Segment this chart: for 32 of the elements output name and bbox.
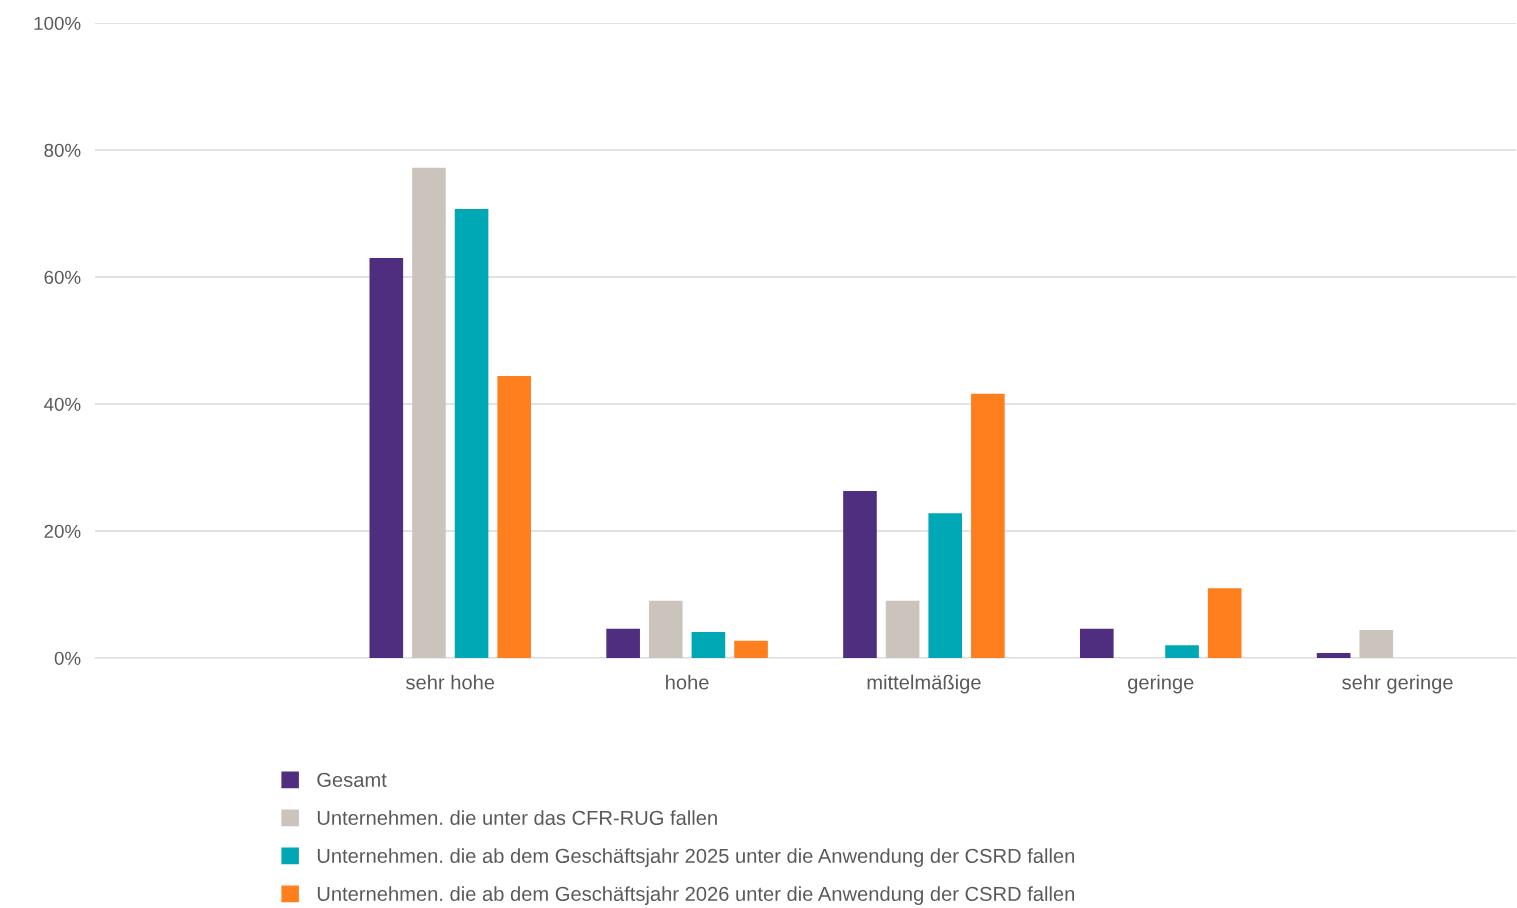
- y-tick-label: 0%: [54, 651, 81, 665]
- y-tick-label: 100%: [34, 16, 81, 30]
- y-tick-label: 60%: [44, 270, 81, 284]
- y-tick-label: 80%: [44, 143, 81, 157]
- bar: [691, 631, 726, 658]
- legend-label: Unternehmen. die ab dem Geschäftsjahr 2025 unter die Anwendung der CSRD fallen: [317, 848, 1075, 867]
- bar: [497, 376, 532, 658]
- bar: [928, 513, 963, 658]
- bar: [454, 209, 489, 658]
- legend-label: Unternehmen. die unter das CFR-RUG fallen: [317, 810, 717, 825]
- bar: [1079, 628, 1114, 658]
- bar: [1359, 630, 1394, 658]
- bar: [1207, 588, 1242, 658]
- bar: [734, 640, 768, 658]
- bar: [1165, 645, 1199, 658]
- legend-label: Gesamt: [317, 772, 387, 787]
- bar: [412, 167, 446, 658]
- x-tick-label: geringe: [1128, 674, 1194, 694]
- bar: [606, 628, 640, 658]
- bar: [885, 600, 920, 658]
- x-tick-label: sehr geringe: [1342, 674, 1453, 694]
- bar: [648, 600, 683, 658]
- x-tick-label: mittelmäßige: [867, 674, 981, 694]
- legend-label: Unternehmen. die ab dem Geschäftsjahr 2026 unter die Anwendung der CSRD fallen: [317, 886, 1075, 905]
- x-tick-label: hohe: [666, 674, 709, 690]
- y-tick-label: 20%: [44, 524, 81, 538]
- y-tick-label: 40%: [44, 397, 81, 411]
- bar: [369, 257, 404, 658]
- bar: [1316, 652, 1351, 658]
- bar: [971, 393, 1005, 658]
- bar: [843, 490, 877, 658]
- x-tick-label: sehr hohe: [406, 674, 495, 690]
